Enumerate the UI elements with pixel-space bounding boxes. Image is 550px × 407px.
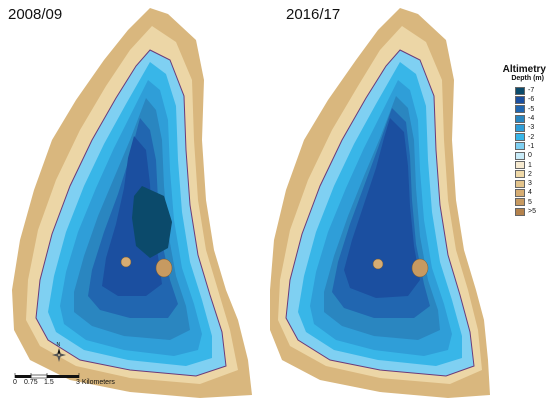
legend-item: 1 [515,160,548,170]
legend-label: -2 [528,133,535,141]
shoreline [35,49,227,377]
scale-bar [14,373,80,379]
legend-label: -4 [528,115,535,123]
depth-minus-6 [344,118,420,298]
north-label: N [57,342,61,348]
legend-label: 4 [528,189,532,197]
legend-swatch [515,114,525,123]
legend-item: >5 [515,207,548,216]
lagoon-map-2016-17 [270,8,490,398]
legend-item: -7 [515,86,548,95]
legend-label: 5 [528,198,532,206]
legend-swatch [515,95,525,104]
legend-swatch [515,86,525,95]
legend-label: -3 [528,124,535,132]
legend-item: 3 [515,179,548,188]
legend-subtitle: Depth (m) [511,75,544,82]
legend-swatch [515,188,525,197]
legend-label: 1 [528,161,532,169]
scale-label-3-km: 3 Kilometers [76,379,115,386]
map-title-2008-09: 2008/09 [8,6,63,23]
legend-label: 0 [528,152,532,160]
lagoon-map-2008-09 [12,8,252,398]
map-title-2016-17: 2016/17 [286,6,341,23]
legend-item: -3 [515,123,548,132]
legend-item: -2 [515,132,548,142]
island-large [411,258,429,278]
legend-title: Altimetry [502,64,546,75]
legend-label: -7 [528,87,535,95]
legend-item: -5 [515,105,548,114]
island-large [155,258,173,278]
legend-swatch [515,151,525,160]
legend-label: 2 [528,170,532,178]
legend-item: -6 [515,95,548,104]
legend-items: -7 -6 -5 -4 -3 -2 -1 0 1 2 3 4 5 >5 [494,86,548,216]
legend-swatch [515,198,525,207]
legend-item: 4 [515,188,548,197]
north-arrow-icon: N [52,342,66,362]
scale-label-1-5: 1.5 [44,379,54,386]
legend-swatch [515,179,525,188]
legend-label: -1 [528,142,535,150]
scale-label-0-75: 0.75 [24,379,38,386]
legend-label: -5 [528,105,535,113]
legend-item: -4 [515,114,548,123]
scale-label-0: 0 [13,379,17,386]
legend-item: 5 [515,198,548,207]
legend-label: -6 [528,96,535,104]
legend-label: 3 [528,180,532,188]
legend-swatch [515,105,525,114]
legend-swatch [515,161,525,170]
legend-swatch [515,207,525,216]
shoreline [285,49,475,377]
depth-minus-6 [102,136,162,296]
legend-item: 2 [515,170,548,179]
legend-item: 0 [515,151,548,160]
depth-legend: Altimetry Depth (m) -7 -6 -5 -4 -3 -2 -1 0 1 2 3 4 5… [494,64,548,216]
legend-swatch [515,170,525,179]
island-small [372,258,384,270]
legend-label: >5 [528,208,536,215]
legend-swatch [515,123,525,132]
depth-minus-7 [132,186,172,258]
legend-swatch [515,142,525,151]
legend-swatch [515,133,525,142]
island-small [120,256,132,268]
legend-item: -1 [515,142,548,151]
